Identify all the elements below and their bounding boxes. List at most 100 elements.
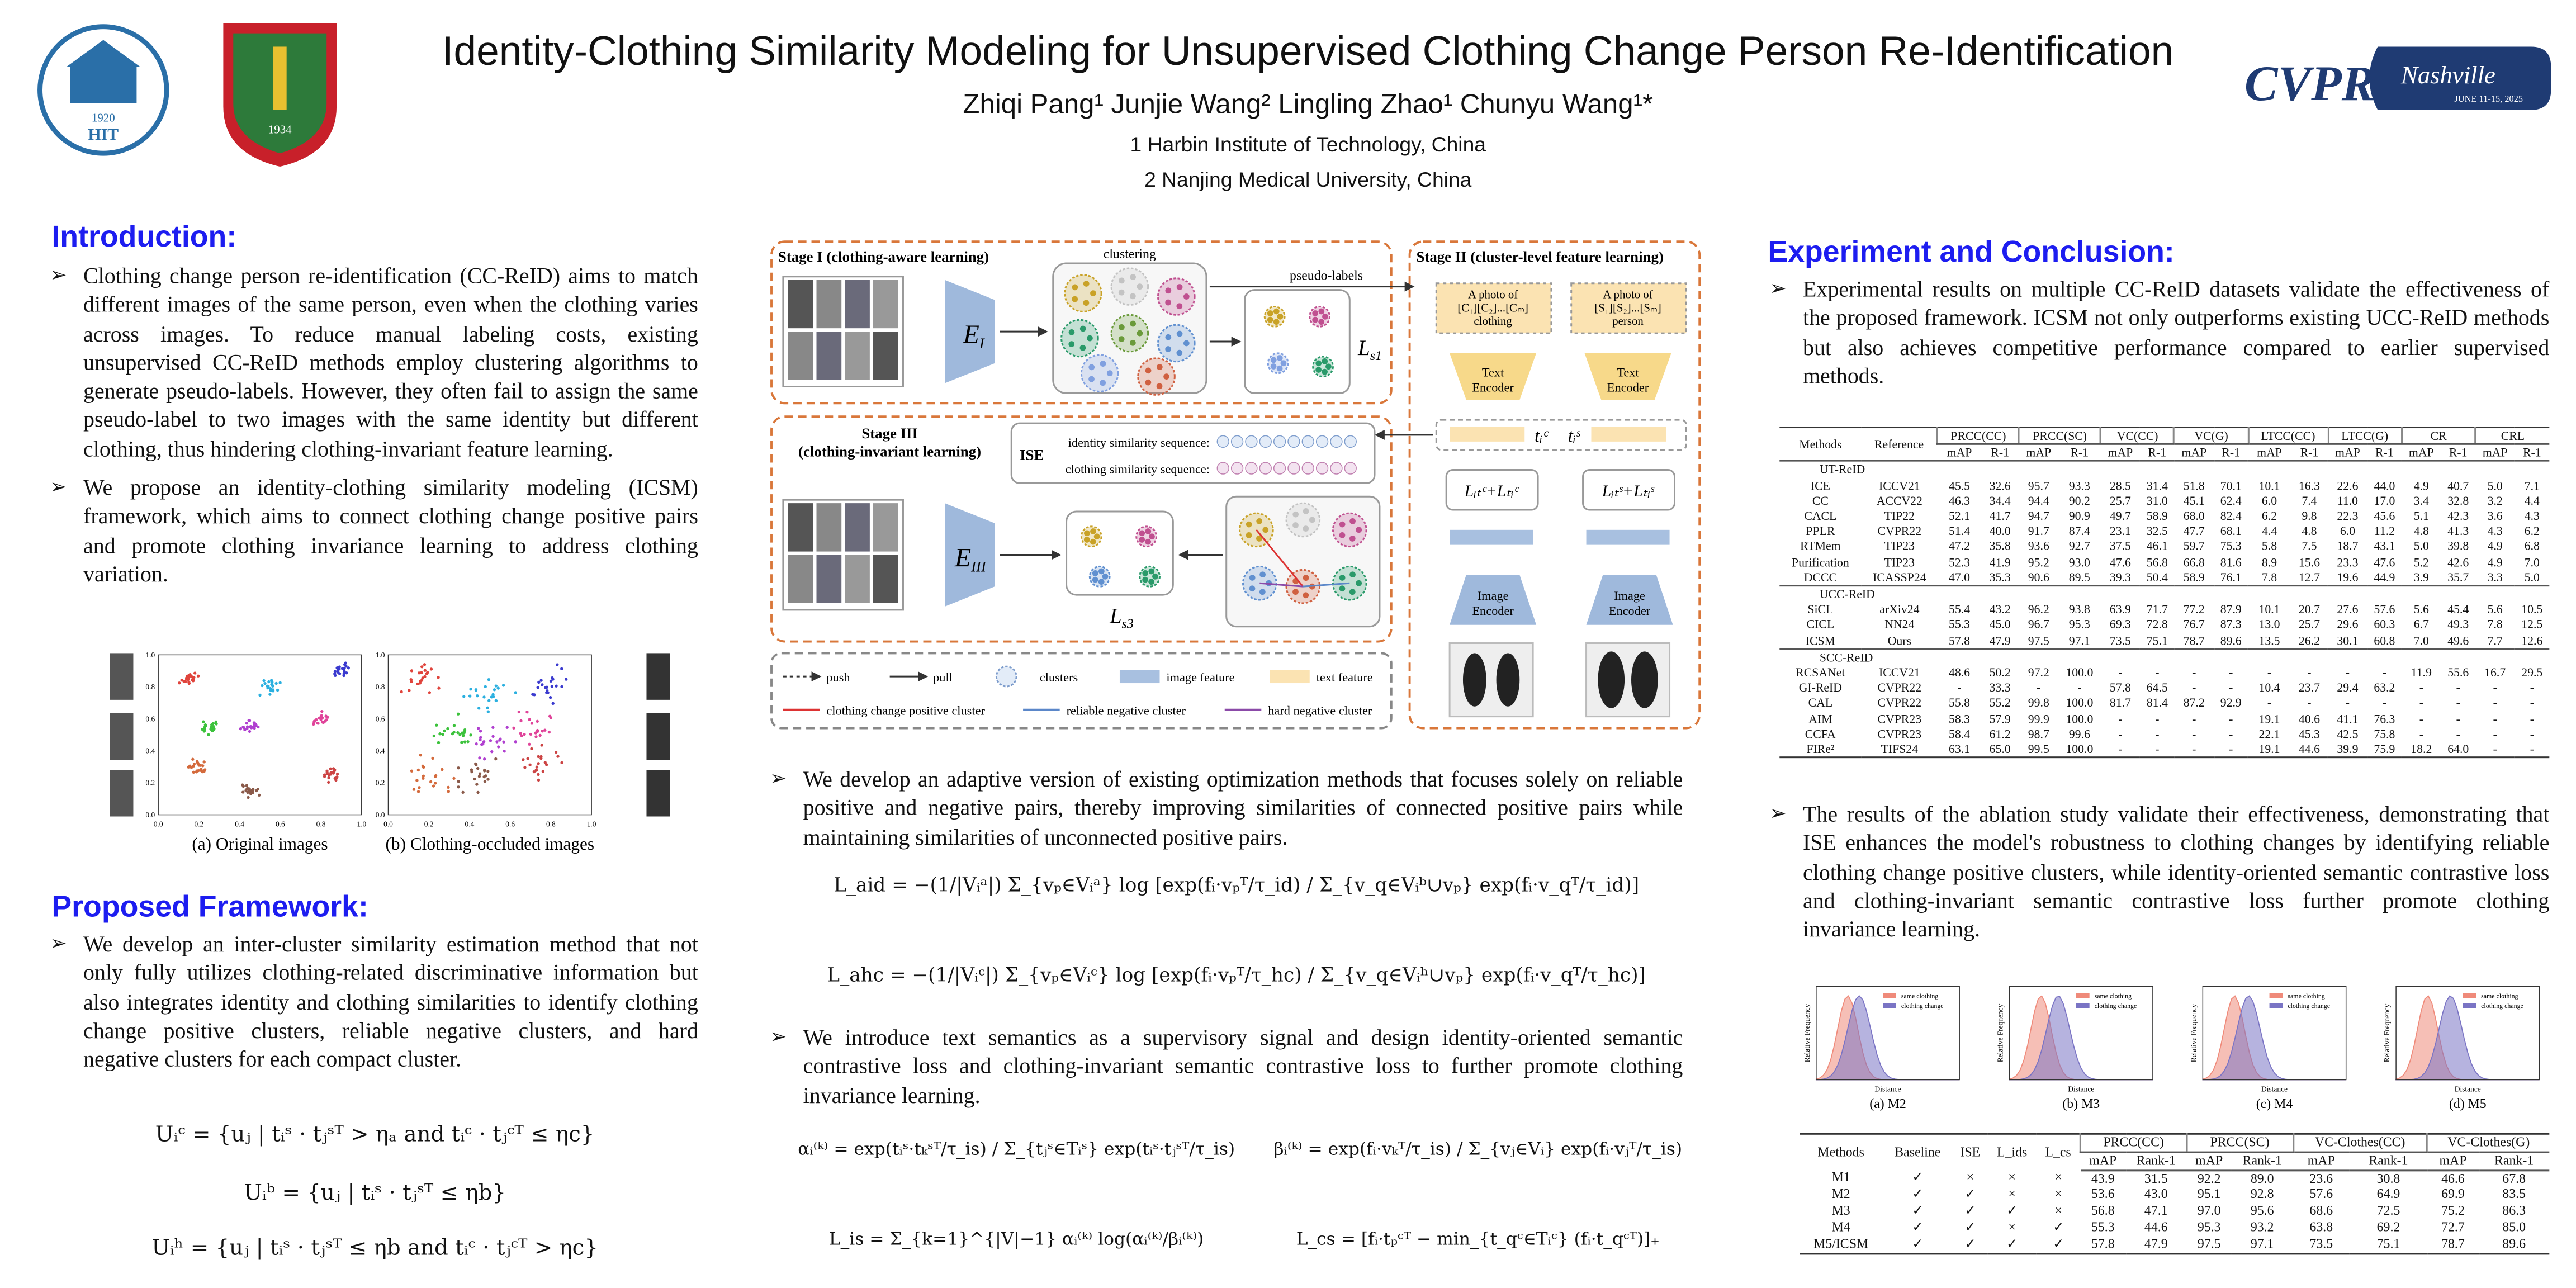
table-cell: -: [2419, 680, 2423, 695]
table-cell: CVPR22: [1877, 680, 1922, 695]
embedding-dot: [537, 755, 540, 759]
table-cell: 89.6: [2502, 1235, 2526, 1251]
table-cell: -: [2155, 665, 2160, 680]
encoder-sub: III: [970, 558, 987, 575]
embedding-dot: [215, 722, 218, 726]
encoder-sub: I: [979, 335, 985, 352]
table-cell: 70.1: [2220, 477, 2242, 493]
cluster-sample: [1303, 508, 1309, 514]
table-cell: Purification: [1792, 554, 1849, 570]
cluster-sample: [1259, 589, 1266, 595]
embedding-dot: [274, 681, 278, 685]
cluster-sample: [1145, 538, 1152, 545]
embedding-dot: [480, 742, 484, 746]
table-cell: 20.7: [2298, 602, 2320, 617]
table-cell: 64.5: [2146, 680, 2168, 695]
table-body: UT-ReID ICE ICCV21 45.5 32.6 95.7 93.3 28.5 31.4…: [1779, 460, 2550, 757]
encoder-text: Encoder: [1472, 380, 1514, 394]
loss-sub: s3: [1122, 617, 1134, 632]
person-image: [845, 503, 870, 552]
legend-text-feature: [1270, 670, 1310, 684]
cluster-sample: [1318, 308, 1325, 315]
cluster-sample: [1322, 368, 1328, 375]
embedding-dot: [548, 695, 552, 699]
table-cell: 4.3: [2524, 508, 2540, 523]
cluster: [1157, 324, 1196, 363]
embedding-dot: [477, 775, 481, 778]
metric-header: mAP: [2293, 1152, 2350, 1171]
embedding-dot: [486, 706, 489, 710]
table-cell: 52.1: [1948, 508, 1971, 523]
embedding-dot: [528, 763, 532, 766]
loss-label: Ls3: [1109, 604, 1134, 632]
embedding-dot: [486, 770, 490, 773]
table-cell: CC: [1812, 493, 1829, 508]
cluster-sample: [1280, 360, 1287, 367]
person-thumbnail: [110, 770, 134, 817]
embedding-dot: [429, 667, 433, 671]
person-image: [788, 332, 813, 380]
metric-header: mAP: [2174, 444, 2214, 462]
table-cell: 100.0: [2066, 741, 2094, 757]
embedding-dot: [178, 681, 181, 685]
tick-label: 0.8: [546, 820, 556, 828]
cluster-sample: [1163, 373, 1169, 380]
table-cell: CCFA: [1805, 726, 1836, 741]
embedding-dot: [410, 669, 414, 673]
embedding-dot: [457, 780, 460, 783]
cluster-sample: [1256, 518, 1263, 524]
embedding-dot: [191, 757, 195, 761]
tick-label: 0.2: [145, 779, 155, 787]
cluster-sample: [1079, 344, 1086, 351]
embedding-dot: [540, 744, 543, 747]
embedding-dot: [432, 734, 436, 738]
encoder-text: Image: [1614, 589, 1645, 603]
embedding-dot: [514, 691, 517, 694]
table-cell: -: [2530, 741, 2534, 757]
tick-label: 1.0: [357, 820, 366, 828]
distance-figure: same clothing clothing change Distance Rela…: [1803, 986, 2540, 1111]
city: Nashville: [2400, 61, 2496, 89]
legend-cluster: [995, 665, 1017, 688]
table-cell: 44.0: [2374, 477, 2395, 493]
table-cell: RTMem: [1800, 538, 1841, 554]
tick-label: 0.8: [316, 820, 326, 828]
table-cell: 23.7: [2298, 680, 2320, 695]
table-cell: -: [2267, 665, 2272, 680]
table-cell: ×: [2008, 1187, 2016, 1202]
embedding-dot: [470, 770, 473, 774]
equation: Uᵢᵇ = {uⱼ | tᵢˢ · tⱼˢᵀ ≤ ηb}: [244, 1181, 506, 1206]
table-cell: TIP23: [1884, 554, 1915, 570]
table-cell: -: [2077, 680, 2082, 695]
figure-caption: (b) Clothing-occluded images: [386, 834, 595, 854]
embedding-dot: [186, 678, 190, 681]
table-cell: 55.6: [2447, 665, 2469, 680]
table-cell: 95.7: [2028, 477, 2049, 493]
metric-header: R-1: [2140, 444, 2175, 462]
embedding-dot: [422, 774, 425, 778]
cvpr-logo: CVPR Nashville JUNE 11-15, 2025: [2244, 46, 2551, 111]
table-body: M1 ✓ × × × 43.9 31.5 92.2 89.0 23.6 30.8 46.6 67.8 M2…: [1800, 1170, 2549, 1253]
embedding-dot: [496, 686, 500, 690]
table-cell: -: [2192, 680, 2196, 695]
table-row: RTMem TIP23 47.2 35.8 93.6 92.7 37.5 46.1 59.7 75…: [1779, 539, 2549, 554]
embedding-dot: [533, 693, 536, 697]
tick-label: 0.0: [145, 811, 155, 819]
section-heading: Proposed Framework:: [51, 889, 368, 924]
cluster-sample: [1068, 329, 1075, 335]
optimization-text: We develop an adaptive version of existi…: [770, 765, 1683, 861]
table-cell: 27.6: [2337, 602, 2359, 617]
table-cell: -: [2456, 711, 2460, 726]
legend-text: clothing change: [1901, 1002, 1944, 1010]
table-cell: 46.1: [2146, 538, 2168, 554]
table-cell: 55.3: [1948, 617, 1971, 632]
embedding-dot: [522, 758, 525, 761]
metric-header: mAP: [2019, 444, 2058, 462]
embedding-dot: [332, 771, 335, 775]
embedding-dot: [202, 720, 205, 723]
cluster: [1064, 274, 1102, 312]
tsne-figure: 0.00.00.20.20.40.40.60.60.80.81.01.0(a) …: [110, 651, 670, 854]
cluster-sample: [1183, 293, 1190, 300]
table-cell: 57.6: [2374, 602, 2395, 617]
table-cell: 16.7: [2484, 665, 2506, 680]
